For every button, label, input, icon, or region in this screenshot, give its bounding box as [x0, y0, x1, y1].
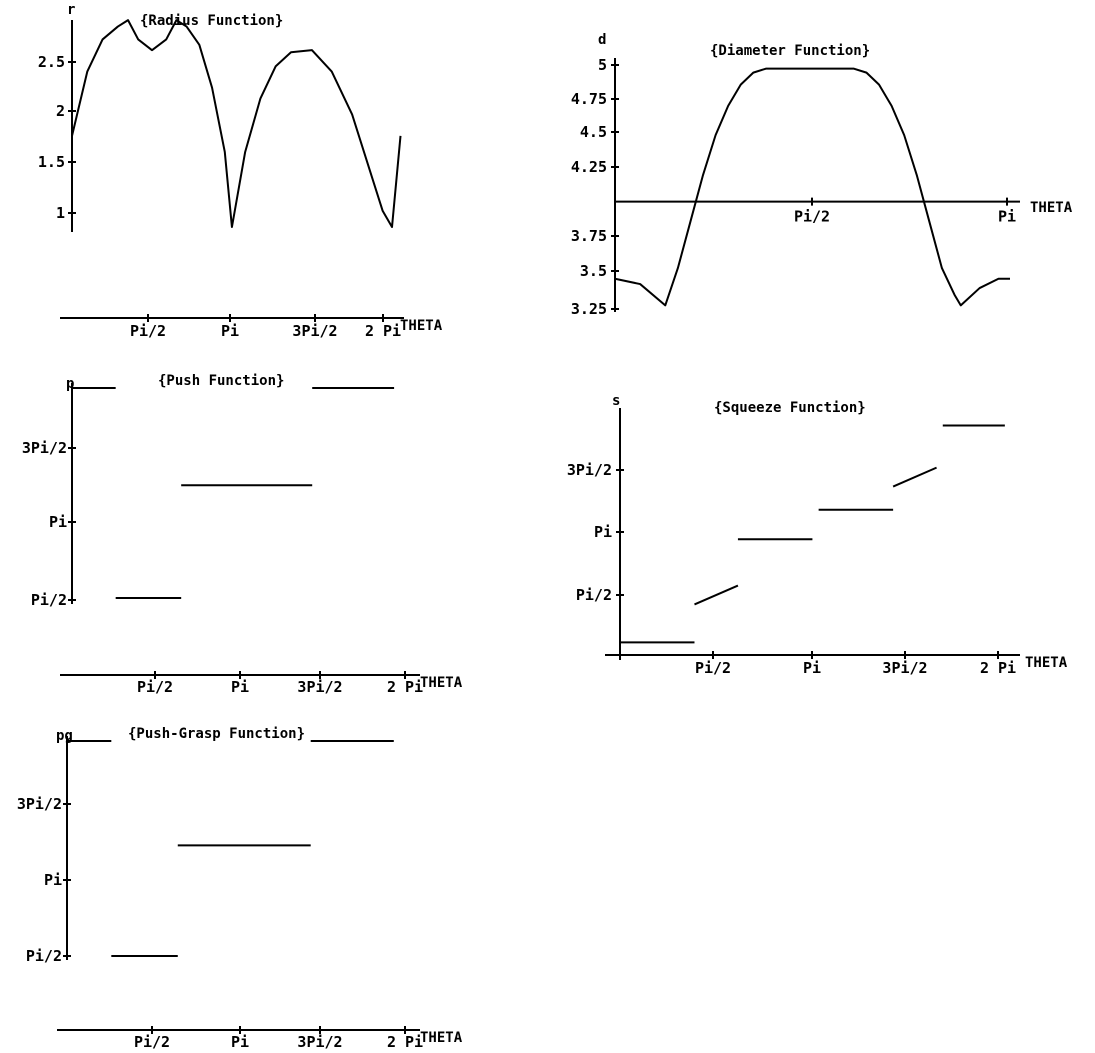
push-x-tick-label: Pi	[231, 678, 249, 696]
push-grasp-x-tick-label: 2 Pi	[387, 1033, 423, 1051]
squeeze-segment	[892, 466, 937, 488]
radius-y-tick-label: 1	[56, 204, 65, 222]
push-y-label: p	[66, 376, 74, 392]
push-title: {Push Function}	[158, 373, 284, 389]
diameter-y-tick-label: 4.25	[571, 158, 607, 176]
push-y-tick-label: Pi/2	[31, 591, 67, 609]
radius-x-tick-label: 2 Pi	[365, 322, 401, 340]
push-x-tick-label: 3Pi/2	[297, 678, 342, 696]
squeeze-y-tick-label: 3Pi/2	[567, 461, 612, 479]
squeeze-y-tick-label: Pi/2	[576, 586, 612, 604]
push-chart: Pi/2 Pi 3Pi/2 2 Pi 3Pi/2 Pi Pi/2 {Push Function…	[22, 373, 463, 696]
squeeze-y-tick-label: Pi	[594, 523, 612, 541]
radius-y-tick-label: 2	[56, 102, 65, 120]
diameter-y-tick-label: 4.5	[580, 123, 607, 141]
diameter-chart: Pi/2 Pi 5 4.75 4.5 4.25 3.75 3.5 3.25 {Diameter F…	[571, 32, 1073, 318]
diameter-x-label: THETA	[1030, 200, 1073, 216]
squeeze-x-tick-label: Pi	[803, 659, 821, 677]
radius-y-tick-label: 2.5	[38, 53, 65, 71]
squeeze-chart: Pi/2 Pi 3Pi/2 2 Pi 3Pi/2 Pi Pi/2 {Squeeze Funct…	[567, 393, 1068, 677]
radius-chart: Pi/2 Pi 3Pi/2 2 Pi 2.5 2 1.5 1 {Radius Function}…	[38, 2, 443, 340]
radius-y-label: r	[67, 2, 75, 18]
push-grasp-y-tick-label: Pi/2	[26, 947, 62, 965]
push-x-label: THETA	[420, 675, 463, 691]
squeeze-x-label: THETA	[1025, 655, 1068, 671]
diameter-y-tick-label: 4.75	[571, 90, 607, 108]
diameter-x-tick-label: Pi	[998, 208, 1016, 226]
squeeze-segment	[694, 584, 739, 606]
squeeze-title: {Squeeze Function}	[714, 400, 866, 416]
push-grasp-x-tick-label: Pi/2	[134, 1033, 170, 1051]
diameter-curve	[614, 67, 1010, 307]
radius-x-tick-label: Pi	[221, 322, 239, 340]
squeeze-x-tick-label: Pi/2	[695, 659, 731, 677]
squeeze-x-tick-label: 2 Pi	[980, 659, 1016, 677]
radius-title: {Radius Function}	[140, 13, 283, 29]
radius-x-tick-label: 3Pi/2	[292, 322, 337, 340]
push-grasp-y-tick-label: 3Pi/2	[17, 795, 62, 813]
diameter-title: {Diameter Function}	[710, 43, 870, 59]
push-grasp-y-tick-label: Pi	[44, 871, 62, 889]
push-grasp-x-tick-label: Pi	[231, 1033, 249, 1051]
push-grasp-chart: Pi/2 Pi 3Pi/2 2 Pi 3Pi/2 Pi Pi/2 {Push-Grasp Fu…	[17, 726, 463, 1051]
radius-curve	[71, 19, 402, 228]
radius-y-tick-label: 1.5	[38, 153, 65, 171]
push-x-tick-label: Pi/2	[137, 678, 173, 696]
push-y-tick-label: Pi	[49, 513, 67, 531]
squeeze-x-tick-label: 3Pi/2	[882, 659, 927, 677]
diameter-x-tick-label: Pi/2	[794, 208, 830, 226]
radius-x-label: THETA	[400, 318, 443, 334]
diameter-y-tick-label: 3.75	[571, 227, 607, 245]
diameter-y-tick-label: 3.5	[580, 262, 607, 280]
diameter-y-label: d	[598, 32, 606, 48]
radius-x-tick-label: Pi/2	[130, 322, 166, 340]
squeeze-y-label: s	[612, 393, 620, 409]
push-grasp-x-tick-label: 3Pi/2	[297, 1033, 342, 1051]
push-y-tick-label: 3Pi/2	[22, 439, 67, 457]
diameter-y-tick-label: 3.25	[571, 300, 607, 318]
push-grasp-x-label: THETA	[420, 1030, 463, 1046]
push-x-tick-label: 2 Pi	[387, 678, 423, 696]
push-grasp-title: {Push-Grasp Function}	[128, 726, 305, 742]
diameter-y-tick-label: 5	[598, 56, 607, 74]
